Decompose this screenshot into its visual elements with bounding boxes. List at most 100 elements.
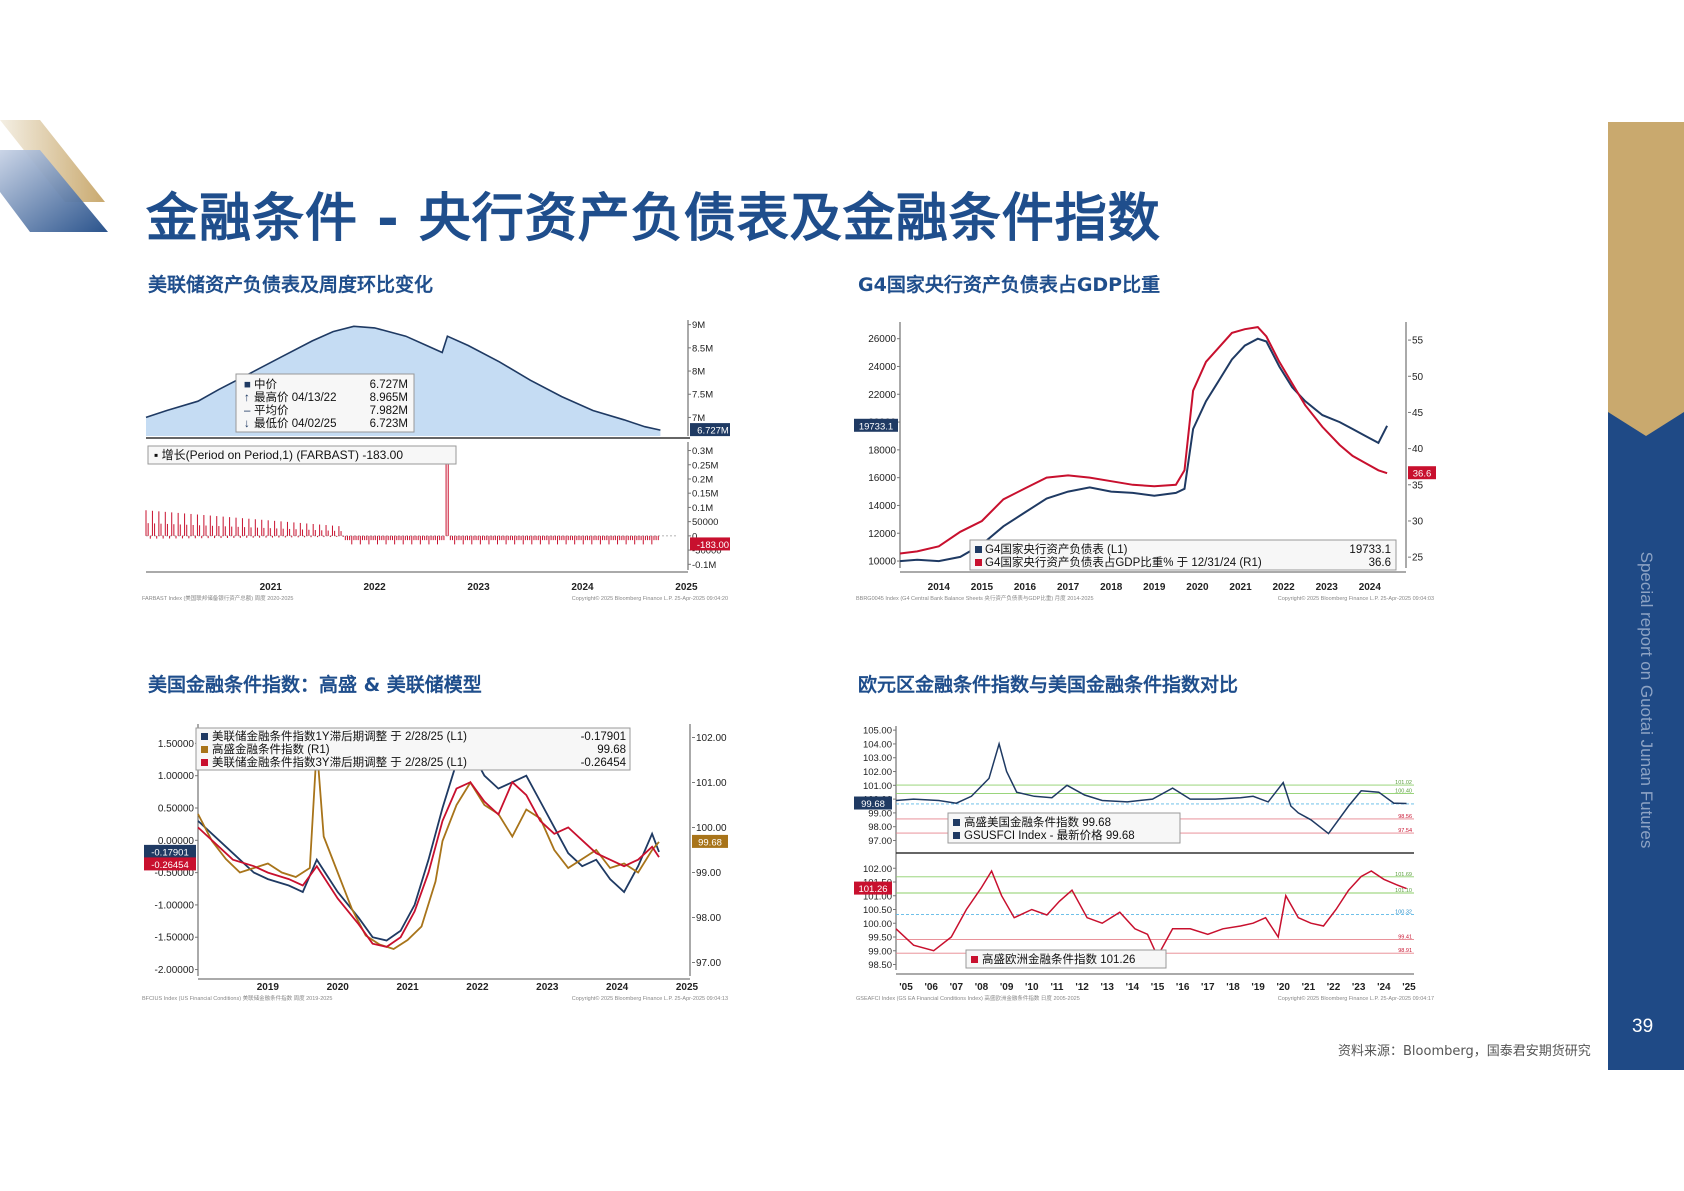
upper-last-tag: 6.727M	[697, 426, 729, 437]
legend-label: 美联储金融条件指数3Y滞后期调整 于 2/28/25 (L1)	[212, 755, 467, 769]
lower-legend-box	[147, 445, 457, 465]
x-axis-label: 2015	[971, 582, 994, 593]
legend-value: 99.68	[597, 744, 626, 756]
upper-legend-box	[235, 373, 415, 433]
x-axis-label: '10	[1025, 982, 1039, 993]
series-line-1	[197, 746, 660, 950]
lower-ref-label: 99.41	[1398, 934, 1412, 940]
corner-decoration	[0, 120, 108, 232]
left-axis-label: 0.50000	[158, 804, 195, 815]
x-axis-label: '25	[1402, 982, 1416, 993]
upper-legend-value: 7.982M	[370, 405, 408, 417]
chart-footer-right: Copyright© 2025 Bloomberg Finance L.P. 2…	[1278, 995, 1434, 1002]
left-axis-label: 12000	[868, 529, 896, 540]
chart4-subtitle: 欧元区金融条件指数与美国金融条件指数对比	[858, 674, 1239, 696]
side-report-label: Special report on Guotai Junan Futures	[1637, 551, 1656, 849]
right-axis-label: 102.00	[696, 733, 727, 744]
left-axis-label: 14000	[868, 501, 896, 512]
x-axis-label: 2023	[467, 582, 490, 593]
chart-footer-right: Copyright© 2025 Bloomberg Finance L.P. 2…	[572, 595, 728, 602]
lower-legend-label: 高盛欧洲金融条件指数 101.26	[982, 952, 1135, 966]
x-axis-label: 2018	[1100, 582, 1123, 593]
x-axis-label: '16	[1176, 982, 1190, 993]
right-last-tag: 36.6	[1413, 469, 1432, 480]
sidebar-blue-band	[1608, 412, 1684, 1070]
upper-legend-label: GSUSFCI Index - 最新价格 99.68	[964, 828, 1135, 842]
lower-last-tag-bg	[690, 537, 730, 551]
fed-balance-sheet-chart: 9M 8.5M 8M 7.5M 7M 6.727M ■ 中价 6.727M ↑ 最高价 04/13/…	[142, 320, 730, 602]
lower-axis-label: 102.00	[863, 864, 892, 875]
x-axis-label: 2023	[1316, 582, 1339, 593]
right-axis-label: 25	[1412, 553, 1424, 564]
left-axis-label: 1.50000	[158, 739, 195, 750]
chart-footer-right: Copyright© 2025 Bloomberg Finance L.P. 2…	[1278, 595, 1434, 602]
lower-last-tag: -183.00	[697, 540, 729, 551]
left-axis-label: 16000	[868, 473, 896, 484]
right-axis-label: 40	[1412, 444, 1424, 455]
x-axis-label: 2023	[536, 982, 559, 993]
page-number: 39	[1632, 1016, 1654, 1037]
x-axis-label: '22	[1327, 982, 1341, 993]
series-line-0	[899, 337, 1388, 563]
x-axis-label: '12	[1075, 982, 1089, 993]
left-last-tag-1: -0.17901	[151, 847, 189, 858]
source-note: 资料来源：Bloomberg，国泰君安期货研究	[1338, 1044, 1591, 1059]
right-axis-label: 45	[1412, 408, 1424, 419]
left-last-tag-2-bg	[144, 857, 196, 871]
lower-legend-swatch	[971, 956, 978, 963]
x-axis-label: 2022	[364, 582, 387, 593]
right-axis-label: 98.00	[696, 913, 721, 924]
right-axis-label: 35	[1412, 480, 1424, 491]
left-axis-label: 1.00000	[158, 771, 195, 782]
x-axis-label: 2022	[466, 982, 489, 993]
x-axis-label: 2025	[676, 982, 699, 993]
lower-series-line	[895, 869, 1407, 958]
x-axis-label: 2022	[1272, 582, 1295, 593]
x-axis-label: '13	[1100, 982, 1114, 993]
right-axis-label: 55	[1412, 336, 1424, 347]
lower-last-tag-bg	[854, 881, 892, 895]
sidebar-gold-band	[1608, 122, 1684, 435]
lower-ref-label: 101.10	[1395, 888, 1412, 894]
x-axis-label: 2024	[606, 982, 629, 993]
right-axis-label: 30	[1412, 516, 1424, 527]
chart-footer-right: Copyright© 2025 Bloomberg Finance L.P. 2…	[572, 995, 728, 1002]
legend-value: -0.17901	[581, 731, 626, 743]
left-last-tag: 19733.1	[859, 421, 893, 432]
upper-axis-label: 99.00	[868, 808, 892, 819]
lower-axis-label: 100.50	[863, 905, 892, 916]
lower-axis-label: 100.00	[863, 919, 892, 930]
lower-axis-label: 99.00	[868, 946, 892, 957]
x-axis-label: 2024	[571, 582, 594, 593]
upper-axis-label: 8.5M	[692, 343, 713, 354]
page-title: 金融条件 - 央行资产负债表及金融条件指数	[146, 189, 1161, 249]
x-axis-label: '17	[1201, 982, 1215, 993]
left-axis-label: 22000	[868, 390, 896, 401]
chart3-subtitle: 美国金融条件指数：高盛 & 美联储模型	[148, 674, 482, 696]
x-axis-label: '06	[924, 982, 938, 993]
left-axis-label: 10000	[868, 557, 896, 568]
upper-legend-marker: ↓	[244, 418, 250, 430]
upper-last-tag-bg	[854, 796, 892, 810]
upper-axis-label: 8M	[692, 367, 705, 378]
legend-value: 19733.1	[1349, 544, 1391, 556]
upper-last-tag: 99.68	[861, 799, 885, 810]
left-last-tag-2: -0.26454	[151, 860, 189, 871]
legend-value: 36.6	[1369, 557, 1391, 569]
us-fci-chart: 1.50000 1.00000 0.50000 0.00000 -0.50000 -1.0…	[142, 724, 728, 1002]
x-axis-label: 2025	[675, 582, 698, 593]
upper-legend-marker: –	[244, 405, 251, 417]
upper-axis-label: 105.00	[863, 726, 892, 737]
legend-box	[969, 539, 1397, 571]
x-axis-label: '23	[1352, 982, 1366, 993]
chart-footer-left: BBRG0045 Index (G4 Central Bank Balance …	[856, 594, 1094, 602]
x-axis-label: 2021	[260, 582, 283, 593]
lower-axis-label: -0.1M	[692, 560, 716, 571]
x-axis-label: '14	[1126, 982, 1140, 993]
legend-swatch	[201, 746, 208, 753]
upper-ref-label: 100.40	[1395, 789, 1412, 795]
sidebar-notch	[1608, 392, 1684, 436]
x-axis-label: 2017	[1057, 582, 1080, 593]
right-axis-label: 100.00	[696, 823, 727, 834]
upper-axis-label: 7M	[692, 413, 705, 424]
